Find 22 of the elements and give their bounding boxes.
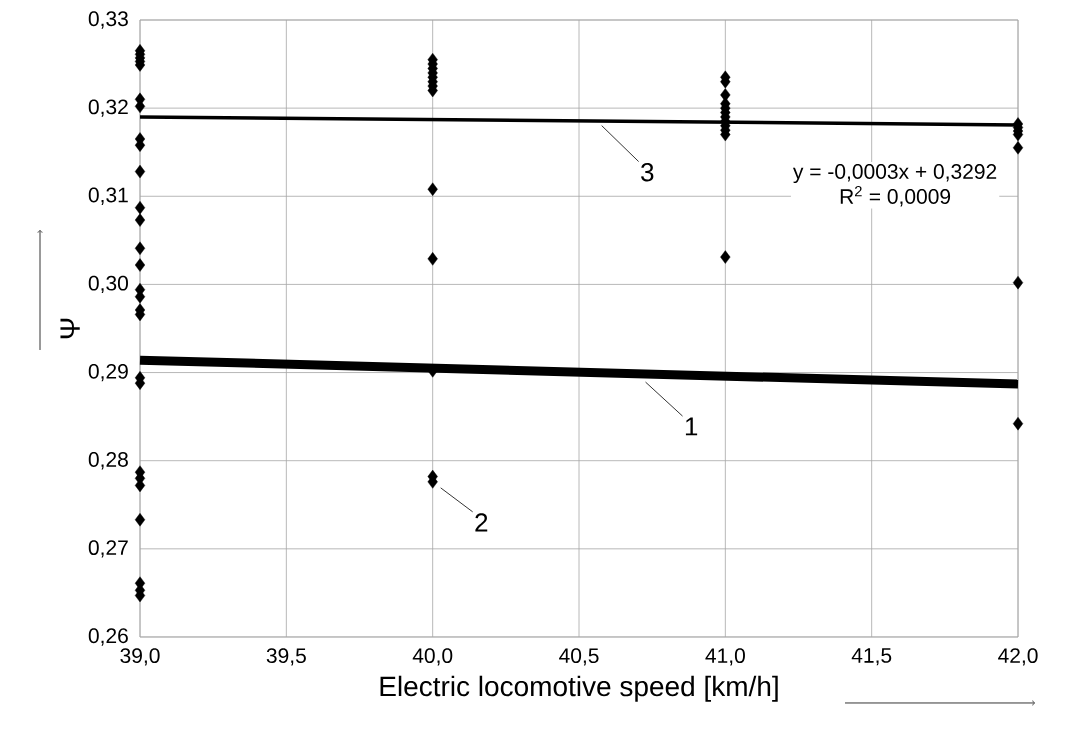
annotation: 2 bbox=[475, 513, 488, 532]
annotation: 3 bbox=[641, 162, 654, 182]
y-tick-label: 0,31 bbox=[88, 187, 128, 205]
y-axis-title: Ψ bbox=[60, 318, 80, 339]
y-tick-label: 0,27 bbox=[88, 540, 128, 558]
x-tick-label: 41,5 bbox=[851, 648, 892, 666]
y-tick-label: 0,33 bbox=[88, 11, 128, 29]
x-tick-label: 39,5 bbox=[266, 648, 306, 666]
x-tick-label: 40,0 bbox=[412, 648, 453, 666]
y-tick-label: 0,28 bbox=[88, 452, 128, 470]
annotation: 1 bbox=[685, 417, 698, 436]
y-tick-label: 0,26 bbox=[88, 628, 128, 646]
y-tick-label: 0,32 bbox=[88, 99, 128, 117]
annotation: y = -0,0003x + 0,3292 bbox=[792, 164, 997, 184]
x-tick-label: 39,0 bbox=[120, 648, 160, 666]
annotation: R$^{2}$ = 0,0009 bbox=[840, 186, 951, 207]
y-tick-label: 0,30 bbox=[88, 275, 128, 294]
x-axis-title: Electric locomotive speed [km/h] bbox=[380, 675, 778, 702]
x-tick-label: 42,0 bbox=[998, 648, 1038, 666]
y-tick-label: 0,29 bbox=[88, 363, 128, 382]
x-tick-label: 40,5 bbox=[559, 648, 599, 666]
x-tick-label: 41,0 bbox=[705, 648, 745, 666]
